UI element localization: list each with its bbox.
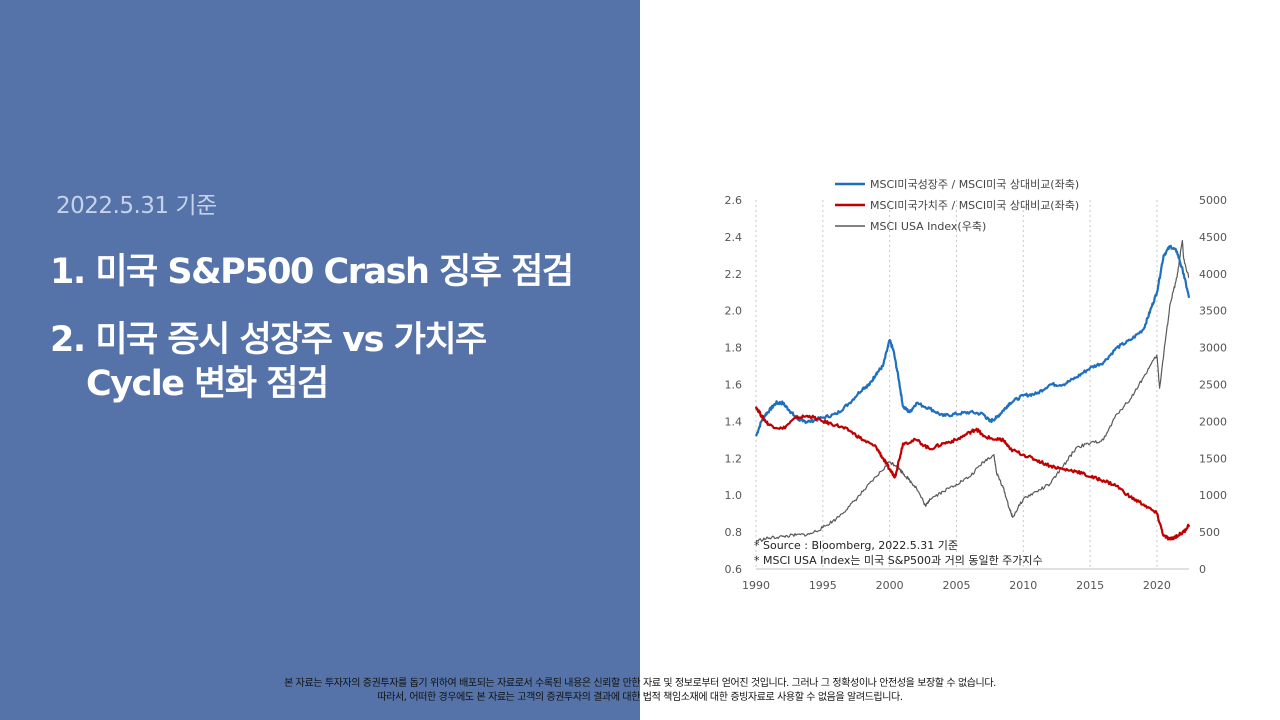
y-left-tick-label: 1.0 bbox=[725, 489, 743, 502]
agenda-item-1-text: 1. 미국 S&P500 Crash 징후 점검 bbox=[50, 252, 574, 292]
relative-performance-chart: 1990 1995 2000 2005 2010 2015 2020 2.6 2.4 2.2 2.0… bbox=[725, 178, 1228, 592]
y-left-tick-label: 0.6 bbox=[725, 563, 743, 576]
y-right-tick-label: 3500 bbox=[1199, 305, 1227, 318]
x-tick-label: 2000 bbox=[876, 579, 904, 592]
y-right-tick-label: 500 bbox=[1199, 526, 1220, 539]
y-left-tick-label: 1.2 bbox=[725, 452, 743, 465]
y-right-tick-label: 1000 bbox=[1199, 489, 1227, 502]
growth-relative-line bbox=[754, 244, 1191, 437]
x-tick-label: 1995 bbox=[809, 579, 837, 592]
y-right-tick-label: 2500 bbox=[1199, 379, 1227, 392]
y-left-tick-label: 2.2 bbox=[725, 268, 743, 281]
y-left-tick-label: 2.6 bbox=[725, 194, 743, 207]
y-right-tick-label: 4000 bbox=[1199, 268, 1227, 281]
y-left-tick-label: 0.8 bbox=[725, 526, 743, 539]
agenda-item-2: 2. 미국 증시 성장주 vs 가치주 Cycle 변화 점검 bbox=[50, 318, 573, 406]
x-tick-label: 2005 bbox=[942, 579, 970, 592]
y-right-tick-label: 0 bbox=[1199, 563, 1206, 576]
y-right-tick-label: 4500 bbox=[1199, 231, 1227, 244]
x-tick-label: 2020 bbox=[1143, 579, 1171, 592]
legend-label: MSCI USA Index(우축) bbox=[870, 220, 986, 233]
x-tick-label: 1990 bbox=[742, 579, 770, 592]
legend-label: MSCI미국성장주 / MSCI미국 상대비교(좌축) bbox=[870, 178, 1079, 191]
chart-container: 1990 1995 2000 2005 2010 2015 2020 2.6 2.4 2.2 2.0… bbox=[700, 165, 1260, 605]
y-right-tick-label: 2000 bbox=[1199, 415, 1227, 428]
y-left-tick-label: 1.6 bbox=[725, 379, 743, 392]
agenda-item-2-text: 2. 미국 증시 성장주 vs 가치주 bbox=[50, 320, 487, 360]
y-right-tick-label: 1500 bbox=[1199, 452, 1227, 465]
y-left-tick-label: 1.8 bbox=[725, 342, 743, 355]
y-left-tick-label: 1.4 bbox=[725, 415, 743, 428]
y-left-tick-label: 2.4 bbox=[725, 231, 743, 244]
agenda-item-1: 1. 미국 S&P500 Crash 징후 점검 bbox=[50, 250, 574, 294]
legend-label: MSCI미국가치주 / MSCI미국 상대비교(좌축) bbox=[870, 199, 1079, 212]
agenda-item-2-continuation: Cycle 변화 점검 bbox=[86, 364, 329, 404]
y-right-tick-label: 3000 bbox=[1199, 342, 1227, 355]
source-note: * MSCI USA Index는 미국 S&P500과 거의 동일한 주가지수 bbox=[754, 553, 1043, 567]
disclaimer-line-2: 따라서, 어떠한 경우에도 본 자료는 고객의 증권투자의 결과에 대한 법적 … bbox=[377, 692, 903, 703]
agenda-list: 1. 미국 S&P500 Crash 징후 점검 2. 미국 증시 성장주 vs… bbox=[50, 250, 574, 430]
disclaimer: 본 자료는 투자자의 증권투자를 돕기 위하여 배포되는 자료로서 수록된 내용… bbox=[0, 677, 1280, 705]
date-label: 2022.5.31 기준 bbox=[56, 193, 217, 219]
x-tick-label: 2015 bbox=[1076, 579, 1104, 592]
value-relative-line bbox=[754, 406, 1191, 541]
y-left-tick-label: 2.0 bbox=[725, 305, 743, 318]
disclaimer-line-1: 본 자료는 투자자의 증권투자를 돕기 위하여 배포되는 자료로서 수록된 내용… bbox=[284, 678, 996, 689]
x-tick-label: 2010 bbox=[1009, 579, 1037, 592]
title-panel: 2022.5.31 기준 1. 미국 S&P500 Crash 징후 점검 2.… bbox=[0, 0, 640, 720]
msci-usa-index-line bbox=[755, 239, 1190, 542]
y-right-tick-label: 5000 bbox=[1199, 194, 1227, 207]
source-note: * Source : Bloomberg, 2022.5.31 기준 bbox=[754, 539, 958, 552]
